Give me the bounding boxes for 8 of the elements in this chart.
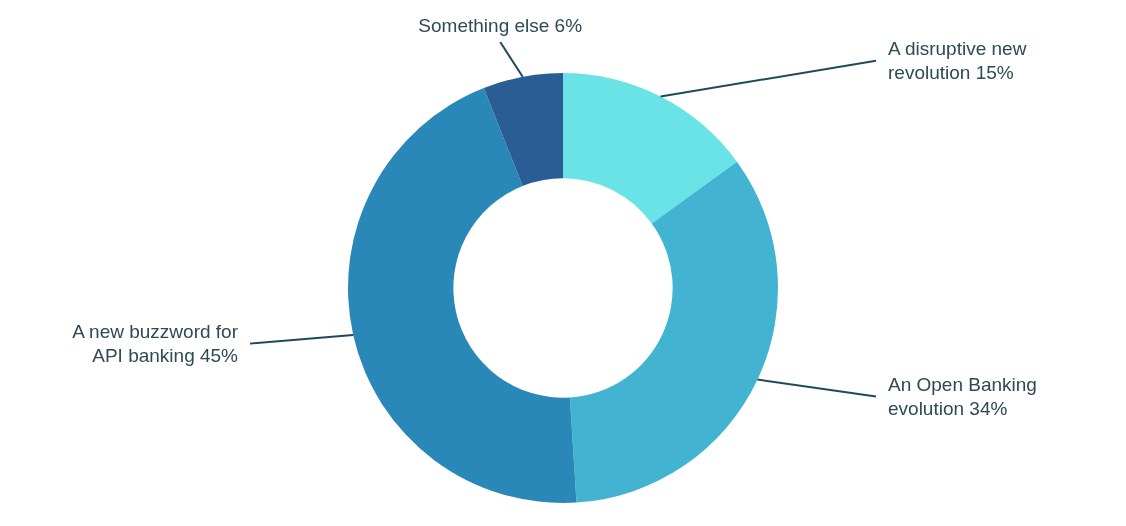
donut-slice	[348, 88, 577, 503]
slice-label: Something else 6%	[418, 15, 583, 36]
donut-slice	[569, 161, 778, 503]
donut-slice	[563, 73, 737, 224]
donut-slice	[483, 73, 563, 187]
slice-label: An Open Banking evolution 34%	[888, 373, 1037, 419]
slice-label: A disruptive new revolution 15%	[888, 37, 1027, 83]
slice-label: A new buzzword for API banking 45%	[72, 320, 239, 366]
